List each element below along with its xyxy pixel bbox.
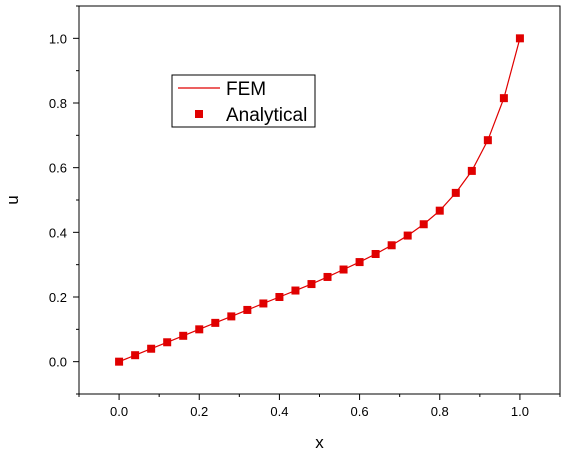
- analytical-point: [307, 280, 316, 289]
- analytical-point: [435, 206, 444, 215]
- analytical-point: [419, 220, 428, 229]
- analytical-point: [211, 318, 220, 327]
- analytical-point: [339, 265, 348, 274]
- x-tick-label: 0.4: [270, 404, 288, 419]
- x-axis-title: x: [315, 433, 324, 452]
- tick-labels: 0.0 0.2 0.4 0.6 0.8 1.0 0.0 0.2 0.4 0.6 0.8 1.0: [49, 31, 529, 419]
- analytical-point: [227, 312, 236, 321]
- y-tick-label: 0.2: [49, 290, 67, 305]
- x-tick-label: 0.2: [190, 404, 208, 419]
- analytical-point: [483, 136, 492, 145]
- analytical-point: [179, 331, 188, 340]
- analytical-point: [451, 188, 460, 197]
- analytical-point: [115, 357, 124, 366]
- analytical-point: [243, 305, 252, 314]
- analytical-point: [515, 34, 524, 43]
- y-tick-label: 0.6: [49, 161, 67, 176]
- legend-label-analytical: Analytical: [226, 105, 307, 126]
- plot-area: [115, 34, 524, 366]
- analytical-point: [403, 231, 412, 240]
- x-tick-label: 0.8: [431, 404, 449, 419]
- analytical-point: [323, 272, 332, 281]
- analytical-point: [371, 249, 380, 258]
- analytical-point: [355, 258, 364, 267]
- legend-box: [171, 74, 316, 128]
- legend: FEM Analytical: [171, 74, 316, 128]
- x-tick-label: 0.6: [351, 404, 369, 419]
- analytical-point: [259, 299, 268, 308]
- y-tick-label: 0.0: [49, 355, 67, 370]
- y-axis-title: u: [3, 195, 22, 204]
- x-tick-label: 0.0: [110, 404, 128, 419]
- analytical-point: [275, 293, 284, 301]
- analytical-point: [131, 351, 140, 360]
- y-tick-label: 0.8: [49, 96, 67, 111]
- analytical-point: [387, 241, 396, 250]
- ticks: [73, 5, 561, 400]
- legend-marker-swatch: [195, 110, 203, 118]
- analytical-point: [499, 94, 508, 103]
- y-tick-label: 1.0: [49, 31, 67, 46]
- analytical-point: [291, 286, 300, 295]
- analytical-point: [147, 344, 156, 353]
- analytical-point: [163, 338, 172, 347]
- legend-label-fem: FEM: [226, 79, 266, 100]
- y-tick-label: 0.4: [49, 225, 67, 240]
- x-tick-label: 1.0: [511, 404, 529, 419]
- analytical-point: [467, 166, 476, 175]
- plot-frame: [78, 5, 561, 395]
- analytical-point: [195, 325, 204, 334]
